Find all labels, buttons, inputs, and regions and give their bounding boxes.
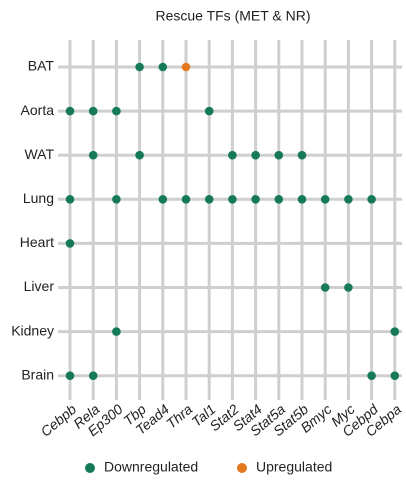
- dot: [228, 195, 237, 204]
- chart-title: Rescue TFs (MET & NR): [155, 8, 310, 24]
- dot: [228, 150, 237, 160]
- y-tick-label: Brain: [21, 366, 54, 382]
- dot: [135, 150, 144, 160]
- dot: [65, 371, 75, 381]
- y-tick-label: Lung: [23, 190, 54, 206]
- dot: [112, 195, 121, 204]
- y-tick-label: WAT: [24, 146, 54, 162]
- dot: [65, 106, 75, 116]
- dot: [158, 62, 168, 72]
- dot: [320, 283, 330, 292]
- dot: [320, 195, 330, 204]
- dot: [344, 283, 353, 292]
- y-tick-label: Heart: [20, 234, 54, 250]
- y-tick-label: BAT: [28, 58, 55, 74]
- dot: [297, 150, 307, 160]
- dot: [274, 195, 284, 204]
- dot: [88, 106, 98, 116]
- dot: [65, 239, 75, 248]
- y-tick-label: Liver: [24, 278, 55, 294]
- dot: [251, 150, 260, 160]
- dot: [367, 371, 376, 381]
- dot: [251, 195, 260, 204]
- y-tick-label: Aorta: [21, 102, 55, 118]
- dot: [135, 62, 144, 72]
- dot: [88, 150, 98, 160]
- dot: [112, 327, 121, 336]
- dot: [390, 327, 400, 336]
- dot: [65, 195, 75, 204]
- y-tick-label: Kidney: [11, 322, 54, 338]
- legend-marker: [237, 463, 247, 473]
- dot: [367, 195, 376, 204]
- legend-label: Upregulated: [256, 459, 332, 475]
- dot: [181, 62, 191, 72]
- dot: [204, 106, 214, 116]
- dot: [112, 106, 121, 116]
- dot: [181, 195, 191, 204]
- dot: [344, 195, 353, 204]
- dot: [88, 371, 98, 381]
- dot: [274, 150, 284, 160]
- dot: [390, 371, 400, 381]
- dot: [204, 195, 214, 204]
- dot: [297, 195, 307, 204]
- dot: [158, 195, 168, 204]
- legend-marker: [85, 463, 95, 473]
- legend-label: Downregulated: [104, 459, 198, 475]
